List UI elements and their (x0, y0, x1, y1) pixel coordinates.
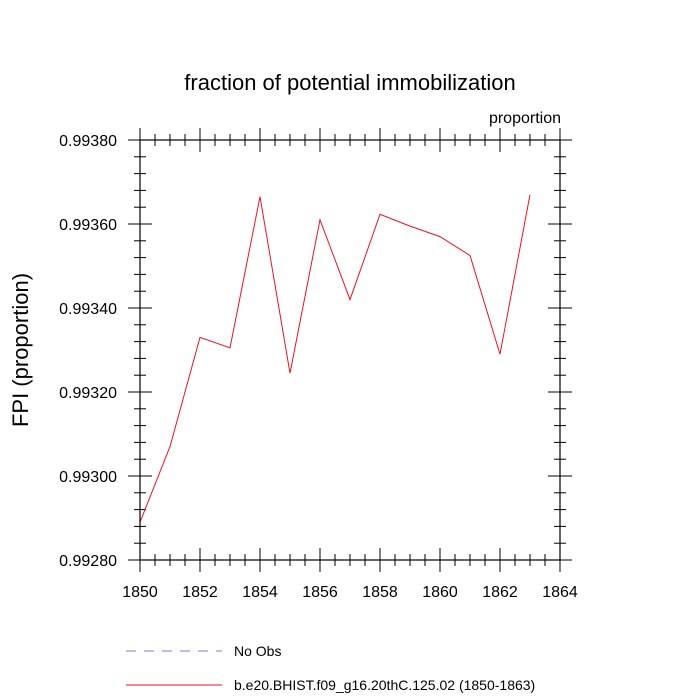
chart-title: fraction of potential immobilization (184, 70, 515, 95)
legend: No Obs b.e20.BHIST.f09_g16.20thC.125.02 (… (126, 643, 535, 693)
y-tick-label: 0.99360 (59, 217, 117, 234)
x-tick-label: 1852 (182, 584, 218, 601)
x-tick-label: 1862 (482, 584, 518, 601)
y-tick-label: 0.99380 (59, 133, 117, 150)
chart-subtitle: proportion (489, 110, 561, 127)
y-tick-label: 0.99320 (59, 385, 117, 402)
x-tick-label: 1850 (122, 584, 158, 601)
series-layer (139, 194, 531, 523)
legend-label: No Obs (234, 643, 281, 659)
y-tick-label: 0.99280 (59, 553, 117, 570)
x-tick-label: 1864 (542, 584, 578, 601)
plot-frame (139, 139, 561, 561)
y-tick-label: 0.99340 (59, 301, 117, 318)
legend-label: b.e20.BHIST.f09_g16.20thC.125.02 (1850-1… (234, 677, 535, 693)
y-axis-label: FPI (proportion) (8, 273, 33, 427)
x-tick-label: 1854 (242, 584, 278, 601)
series-line (139, 194, 531, 523)
y-tick-label: 0.99300 (59, 469, 117, 486)
x-tick-label: 1856 (302, 584, 338, 601)
x-tick-label: 1860 (422, 584, 458, 601)
axes-layer: 1850 1852 1854 1856 1858 1860 1862 1864 0.99280 0… (59, 128, 578, 601)
x-tick-label: 1858 (362, 584, 398, 601)
